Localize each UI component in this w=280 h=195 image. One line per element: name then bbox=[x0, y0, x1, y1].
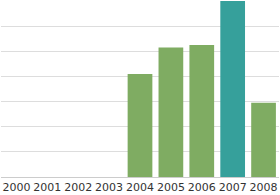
svg-text:2007: 2007 bbox=[219, 181, 247, 194]
svg-text:2006: 2006 bbox=[188, 181, 216, 194]
svg-text:2008: 2008 bbox=[250, 181, 278, 194]
svg-text:2001: 2001 bbox=[33, 181, 61, 194]
svg-text:2005: 2005 bbox=[157, 181, 185, 194]
svg-text:2000: 2000 bbox=[2, 181, 30, 194]
svg-text:2004: 2004 bbox=[126, 181, 154, 194]
svg-text:2003: 2003 bbox=[95, 181, 123, 194]
svg-text:2002: 2002 bbox=[64, 181, 92, 194]
